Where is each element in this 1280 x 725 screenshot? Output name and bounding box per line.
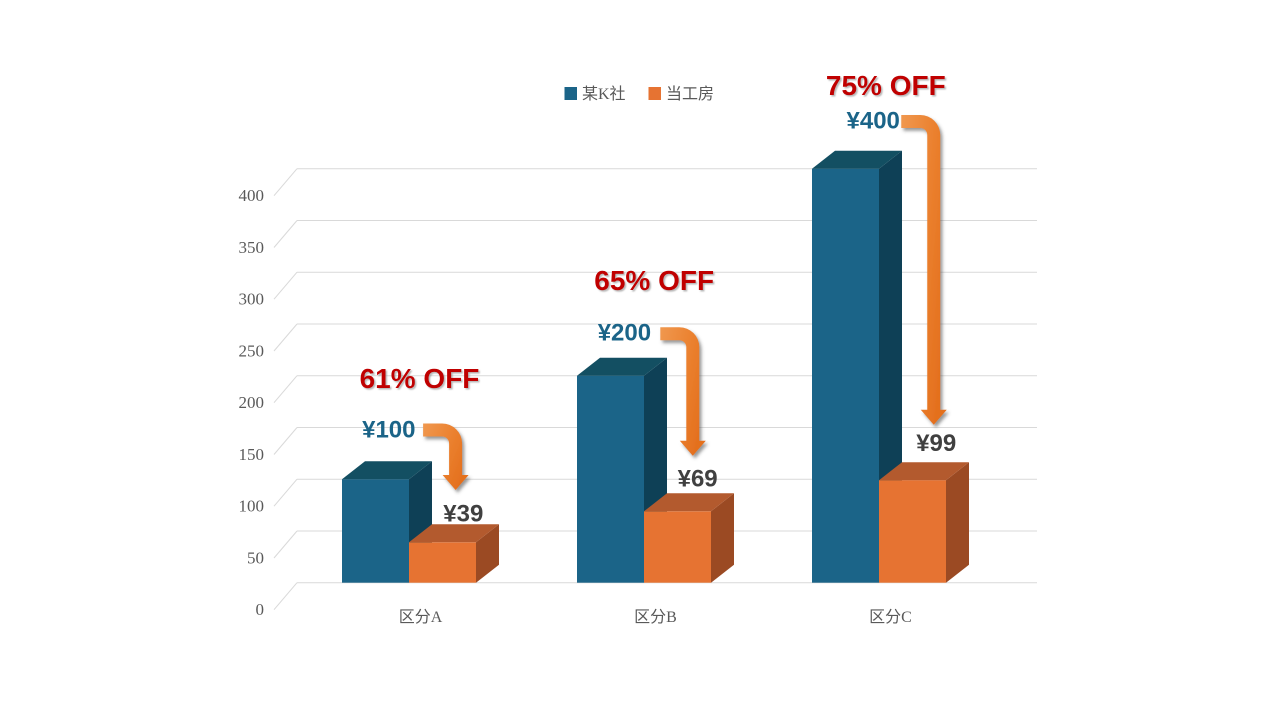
- svg-text:¥39: ¥39: [443, 501, 483, 528]
- svg-text:300: 300: [239, 290, 265, 309]
- svg-text:¥400: ¥400: [847, 108, 900, 135]
- svg-text:350: 350: [239, 238, 265, 257]
- svg-text:0: 0: [256, 600, 265, 619]
- svg-text:¥100: ¥100: [362, 417, 415, 444]
- svg-text:50: 50: [247, 549, 264, 568]
- svg-text:¥99: ¥99: [916, 430, 956, 457]
- svg-text:250: 250: [239, 342, 265, 361]
- svg-text:150: 150: [239, 445, 265, 464]
- svg-text:区分A: 区分A: [399, 608, 443, 626]
- svg-text:当工房: 当工房: [666, 85, 714, 103]
- svg-text:区分B: 区分B: [634, 608, 677, 626]
- svg-text:400: 400: [239, 186, 265, 205]
- svg-text:100: 100: [239, 497, 265, 516]
- svg-text:75% OFF: 75% OFF: [826, 70, 946, 101]
- svg-text:61% OFF: 61% OFF: [360, 363, 480, 394]
- svg-text:某K社: 某K社: [582, 85, 626, 103]
- svg-text:¥69: ¥69: [678, 466, 718, 493]
- svg-text:¥200: ¥200: [598, 320, 651, 347]
- svg-text:200: 200: [239, 393, 265, 412]
- svg-text:区分C: 区分C: [869, 608, 912, 626]
- svg-text:65% OFF: 65% OFF: [594, 265, 714, 296]
